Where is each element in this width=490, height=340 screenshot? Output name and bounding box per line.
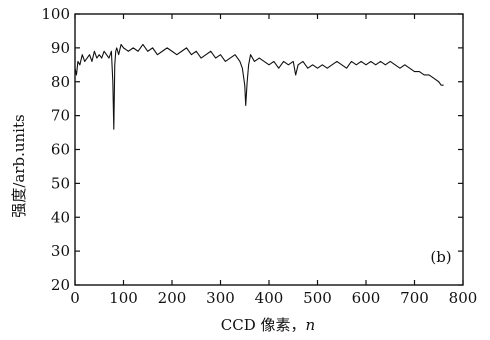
y-tick-label: 30 [51,242,70,260]
tick-marks [74,13,464,286]
y-tick-label: 80 [51,73,70,91]
plot-frame [74,13,464,286]
x-axis-title-text: CCD 像素， [221,316,306,334]
x-tick-label: 800 [449,289,478,307]
x-tick-label: 100 [109,289,138,307]
y-tick-label: 60 [51,141,70,159]
panel-label: (b) [430,248,451,266]
y-tick-label: 100 [41,5,70,23]
x-tick-label: 700 [400,289,429,307]
y-tick-label: 70 [51,107,70,125]
y-axis-title: 强度/arb.units [10,114,28,217]
x-axis-title: CCD 像素，n [221,316,315,334]
y-tick-label: 50 [51,174,70,192]
x-tick-label: 600 [352,289,381,307]
x-tick-label: 400 [255,289,284,307]
y-tick-label: 90 [51,39,70,57]
axes [74,13,464,286]
x-tick-label: 500 [303,289,332,307]
x-axis-title-variable: n [306,316,316,334]
x-tick-label: 300 [206,289,235,307]
x-tick-label: 0 [70,289,80,307]
y-tick-label: 40 [51,208,70,226]
tick-labels: 0 100 200 300 400 500 600 700 800 20 30 40 50 60 70 80 9… [41,5,477,307]
plot-area [74,43,444,130]
x-tick-label: 200 [158,289,187,307]
y-tick-label: 20 [51,276,70,294]
series-line-0 [74,43,444,130]
